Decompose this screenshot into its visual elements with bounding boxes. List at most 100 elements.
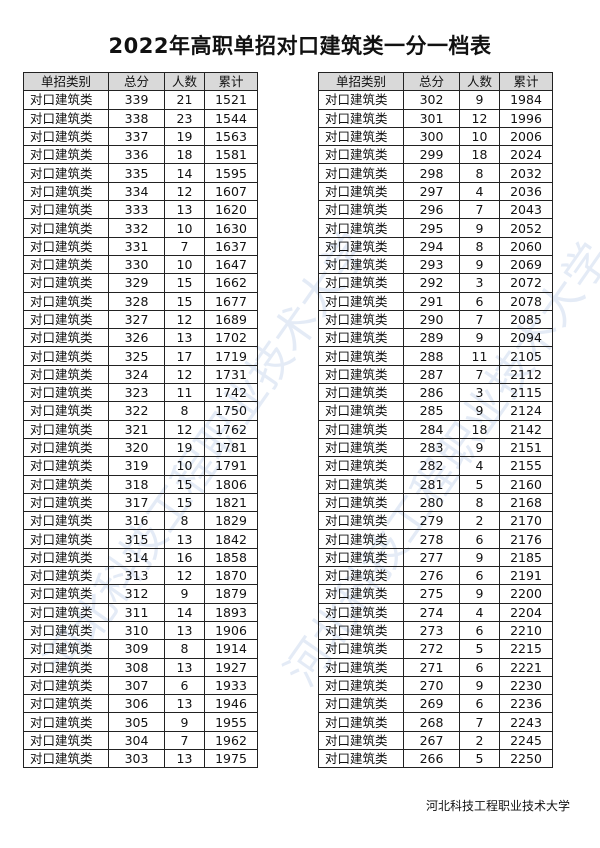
cell-score: 339 (108, 90, 165, 110)
cell-count: 6 (459, 291, 500, 311)
cell-category: 对口建筑类 (318, 712, 404, 732)
cell-cumulative: 2052 (499, 218, 553, 238)
table-row: 对口建筑类 303 13 1975 (23, 748, 258, 769)
cell-count: 7 (459, 364, 500, 385)
cell-score: 279 (403, 511, 460, 531)
cell-category: 对口建筑类 (318, 218, 404, 238)
cell-category: 对口建筑类 (23, 547, 109, 568)
table-row: 对口建筑类 274 4 2204 (318, 602, 553, 622)
cell-category: 对口建筑类 (23, 492, 109, 513)
cell-category: 对口建筑类 (23, 748, 109, 769)
table-row: 对口建筑类 313 12 1870 (23, 566, 258, 586)
cell-score: 284 (403, 419, 460, 439)
cell-category: 对口建筑类 (23, 419, 109, 439)
table-row: 对口建筑类 307 6 1933 (23, 675, 258, 696)
table-row: 对口建筑类 292 3 2072 (318, 273, 553, 293)
cell-category: 对口建筑类 (318, 584, 404, 604)
cell-category: 对口建筑类 (318, 200, 404, 220)
cell-cumulative: 2105 (499, 346, 553, 366)
header-count: 人数 (164, 71, 205, 92)
cell-score: 273 (403, 620, 460, 641)
table-row: 对口建筑类 328 15 1677 (23, 291, 258, 311)
cell-category: 对口建筑类 (23, 730, 109, 750)
cell-category: 对口建筑类 (318, 511, 404, 531)
cell-cumulative: 2032 (499, 163, 553, 183)
cell-count: 15 (164, 474, 205, 494)
cell-cumulative: 2036 (499, 181, 553, 202)
cell-score: 307 (108, 675, 165, 696)
cell-count: 19 (164, 437, 205, 458)
cell-count: 10 (164, 254, 205, 275)
cell-score: 329 (108, 273, 165, 293)
cell-score: 298 (403, 163, 460, 183)
cell-cumulative: 2151 (499, 437, 553, 458)
table-row: 对口建筑类 275 9 2200 (318, 584, 553, 604)
cell-score: 297 (403, 181, 460, 202)
cell-score: 281 (403, 474, 460, 494)
cell-score: 315 (108, 529, 165, 549)
table-row: 对口建筑类 325 17 1719 (23, 346, 258, 366)
table-row: 对口建筑类 316 8 1829 (23, 511, 258, 531)
cell-score: 328 (108, 291, 165, 311)
cell-score: 271 (403, 657, 460, 677)
cell-cumulative: 2112 (499, 364, 553, 385)
cell-count: 9 (459, 90, 500, 110)
cell-count: 19 (164, 126, 205, 147)
cell-category: 对口建筑类 (318, 529, 404, 549)
header-category: 单招类别 (23, 71, 109, 92)
cell-cumulative: 2230 (499, 675, 553, 696)
cell-count: 5 (459, 474, 500, 494)
cell-count: 12 (164, 364, 205, 385)
header-cumulative: 累计 (499, 71, 553, 92)
table-row: 对口建筑类 285 9 2124 (318, 401, 553, 421)
cell-cumulative: 2176 (499, 529, 553, 549)
table-row: 对口建筑类 279 2 2170 (318, 511, 553, 531)
table-row: 对口建筑类 299 18 2024 (318, 145, 553, 165)
cell-cumulative: 1647 (204, 254, 258, 275)
cell-category: 对口建筑类 (318, 273, 404, 293)
cell-score: 301 (403, 108, 460, 128)
cell-count: 14 (164, 602, 205, 622)
cell-cumulative: 1630 (204, 218, 258, 238)
cell-score: 296 (403, 200, 460, 220)
cell-cumulative: 1962 (204, 730, 258, 750)
cell-category: 对口建筑类 (318, 730, 404, 750)
cell-score: 286 (403, 383, 460, 403)
cell-score: 288 (403, 346, 460, 366)
cell-cumulative: 2250 (499, 748, 553, 769)
table-row: 对口建筑类 333 13 1620 (23, 200, 258, 220)
cell-count: 12 (459, 108, 500, 128)
cell-cumulative: 1821 (204, 492, 258, 513)
cell-category: 对口建筑类 (318, 566, 404, 586)
cell-cumulative: 1906 (204, 620, 258, 641)
cell-category: 对口建筑类 (318, 657, 404, 677)
cell-score: 338 (108, 108, 165, 128)
cell-category: 对口建筑类 (23, 620, 109, 641)
cell-category: 对口建筑类 (23, 474, 109, 494)
cell-cumulative: 1975 (204, 748, 258, 769)
cell-category: 对口建筑类 (23, 126, 109, 147)
cell-cumulative: 2243 (499, 712, 553, 732)
cell-count: 6 (459, 657, 500, 677)
cell-category: 对口建筑类 (23, 712, 109, 732)
cell-count: 17 (164, 346, 205, 366)
cell-score: 325 (108, 346, 165, 366)
cell-score: 316 (108, 511, 165, 531)
cell-category: 对口建筑类 (318, 291, 404, 311)
cell-count: 16 (164, 547, 205, 568)
table-row: 对口建筑类 324 12 1731 (23, 364, 258, 385)
cell-count: 8 (459, 492, 500, 513)
cell-category: 对口建筑类 (23, 346, 109, 366)
cell-cumulative: 2069 (499, 254, 553, 275)
cell-category: 对口建筑类 (318, 401, 404, 421)
table-row: 对口建筑类 294 8 2060 (318, 236, 553, 256)
cell-count: 13 (164, 529, 205, 549)
cell-score: 280 (403, 492, 460, 513)
cell-score: 311 (108, 602, 165, 622)
cell-score: 294 (403, 236, 460, 256)
cell-cumulative: 2124 (499, 401, 553, 421)
table-row: 对口建筑类 283 9 2151 (318, 437, 553, 458)
cell-cumulative: 1791 (204, 456, 258, 476)
table-row: 对口建筑类 326 13 1702 (23, 328, 258, 348)
cell-cumulative: 1662 (204, 273, 258, 293)
